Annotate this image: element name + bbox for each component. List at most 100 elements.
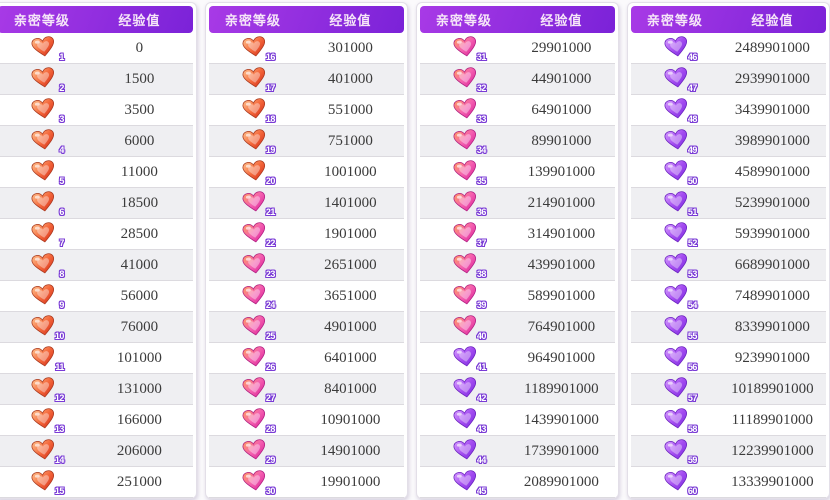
level-number: 10 (54, 330, 65, 341)
level-cell: 43 (420, 407, 508, 434)
level-cell: 52 (631, 221, 719, 248)
level-number: 30 (265, 485, 276, 496)
table-row: 6 18500 (0, 188, 193, 219)
exp-value: 11000 (120, 163, 158, 180)
heart-gem-icon: 37 (453, 221, 486, 248)
exp-value: 2089901000 (523, 473, 599, 490)
table-row: 23 2651000 (209, 250, 404, 281)
heart-gem-icon: 10 (31, 314, 65, 341)
level-cell: 4 (0, 128, 86, 155)
table-row: 52 5939901000 (631, 219, 826, 250)
heart-gem-icon: 9 (31, 283, 64, 310)
level-cell: 36 (420, 190, 508, 217)
level-cell: 7 (0, 221, 86, 248)
level-number: 23 (265, 268, 276, 279)
table-row: 11 101000 (0, 343, 193, 374)
level-number: 11 (55, 361, 64, 372)
heart-gem-icon: 16 (242, 35, 275, 62)
table-row: 5 11000 (0, 157, 193, 188)
heart-gem-icon: 2 (31, 66, 64, 93)
heart-gem-icon: 49 (664, 128, 697, 155)
level-cell: 34 (420, 128, 508, 155)
heart-gem-icon: 48 (664, 97, 698, 124)
level-number: 26 (265, 361, 276, 372)
exp-value: 439901000 (527, 256, 596, 273)
level-cell: 3 (0, 97, 86, 124)
table-row: 51 5239901000 (631, 188, 826, 219)
table-row: 60 13339901000 (631, 467, 826, 498)
table-row: 32 44901000 (420, 64, 615, 95)
table-rows: 31 29901000 32 44901000 (420, 33, 615, 498)
table-row: 8 41000 (0, 250, 193, 281)
level-number: 48 (687, 113, 698, 124)
table-row: 58 11189901000 (631, 405, 826, 436)
level-number: 39 (476, 299, 487, 310)
table-row: 44 1739901000 (420, 436, 615, 467)
level-column-header: 亲密等级 (646, 13, 703, 28)
table-header: 亲密等级 经验值 (631, 6, 826, 33)
table-row: 30 19901000 (209, 467, 404, 498)
heart-gem-icon: 58 (664, 407, 697, 434)
level-table: 亲密等级 经验值 46 2489901000 (627, 2, 830, 499)
level-number: 41 (476, 361, 487, 372)
table-row: 12 131000 (0, 374, 193, 405)
exp-value: 6000 (124, 132, 155, 149)
level-number: 12 (54, 392, 65, 403)
level-number: 5 (59, 175, 64, 186)
table-row: 2 1500 (0, 64, 193, 95)
level-number: 36 (476, 206, 487, 217)
exp-value: 41000 (120, 256, 159, 273)
level-cell: 44 (420, 438, 508, 465)
exp-value: 56000 (120, 287, 159, 304)
exp-value: 14901000 (320, 442, 381, 459)
level-table: 亲密等级 经验值 16 301000 17 (205, 2, 408, 499)
level-cell: 27 (209, 376, 297, 403)
heart-gem-icon: 56 (664, 345, 698, 372)
exp-column-header: 经验值 (329, 13, 372, 28)
level-cell: 19 (209, 128, 297, 155)
heart-gem-icon: 47 (664, 66, 697, 93)
heart-gem-icon: 21 (242, 190, 275, 217)
heart-gem-icon: 42 (453, 376, 486, 403)
heart-gem-icon: 55 (664, 314, 697, 341)
level-number: 15 (54, 485, 65, 496)
level-cell: 10 (0, 314, 86, 341)
heart-gem-icon: 50 (664, 159, 697, 186)
exp-value: 6401000 (324, 349, 377, 366)
table-row: 47 2939901000 (631, 64, 826, 95)
level-number: 56 (687, 361, 698, 372)
level-number: 27 (265, 392, 276, 403)
level-number: 28 (265, 423, 276, 434)
table-row: 57 10189901000 (631, 374, 826, 405)
level-cell: 18 (209, 97, 297, 124)
heart-gem-icon: 8 (31, 252, 64, 279)
level-number: 3 (59, 113, 64, 124)
heart-gem-icon: 17 (242, 66, 275, 93)
exp-value: 301000 (327, 39, 373, 56)
level-cell: 17 (209, 66, 297, 93)
heart-gem-icon: 14 (31, 438, 64, 465)
exp-value: 19901000 (320, 473, 381, 490)
level-cell: 40 (420, 314, 508, 341)
exp-value: 166000 (116, 411, 162, 428)
exp-value: 11189901000 (731, 411, 814, 428)
exp-value: 4589901000 (734, 163, 810, 180)
level-cell: 59 (631, 438, 719, 465)
level-cell: 9 (0, 283, 86, 310)
exp-value: 1401000 (324, 194, 377, 211)
table-row: 19 751000 (209, 126, 404, 157)
table-row: 7 28500 (0, 219, 193, 250)
level-cell: 38 (420, 252, 508, 279)
table-row: 41 964901000 (420, 343, 615, 374)
exp-value: 1739901000 (523, 442, 599, 459)
level-number: 20 (265, 175, 276, 186)
exp-value: 10901000 (320, 411, 381, 428)
level-cell: 25 (209, 314, 297, 341)
table-row: 34 89901000 (420, 126, 615, 157)
level-number: 46 (687, 51, 698, 62)
level-cell: 24 (209, 283, 297, 310)
table-row: 50 4589901000 (631, 157, 826, 188)
heart-gem-icon: 20 (242, 159, 276, 186)
heart-gem-icon: 7 (31, 221, 64, 248)
table-row: 13 166000 (0, 405, 193, 436)
